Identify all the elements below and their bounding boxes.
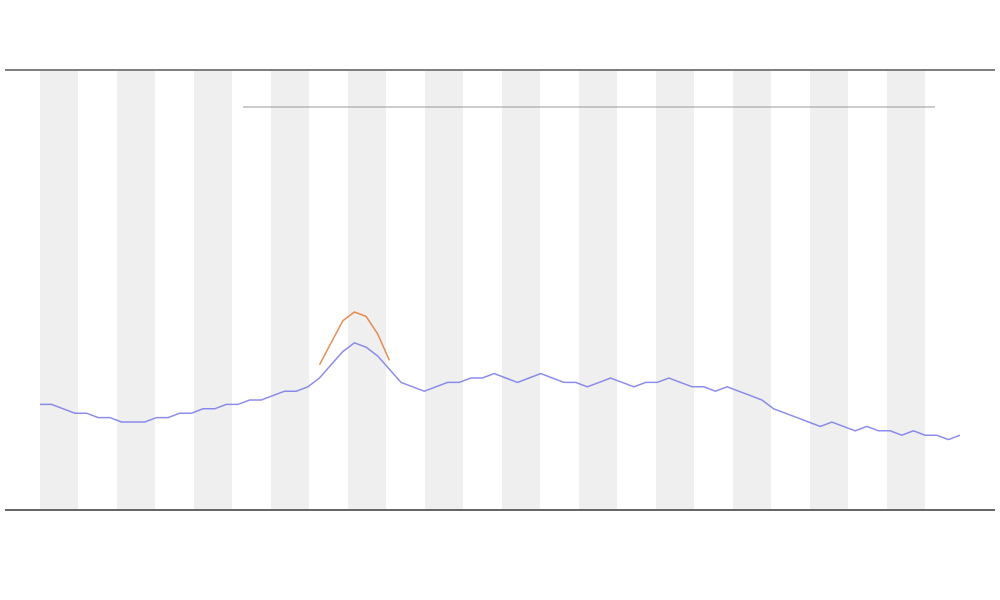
band [502,71,540,509]
band [117,71,155,509]
background-bands [40,71,925,509]
band [271,71,309,509]
band [887,71,925,509]
band [425,71,463,509]
band [348,71,386,509]
band [40,71,78,509]
band [579,71,617,509]
series-line [40,341,961,441]
band [656,71,694,509]
series-line [318,311,391,366]
band [810,71,848,509]
band [194,71,232,509]
band [733,71,771,509]
